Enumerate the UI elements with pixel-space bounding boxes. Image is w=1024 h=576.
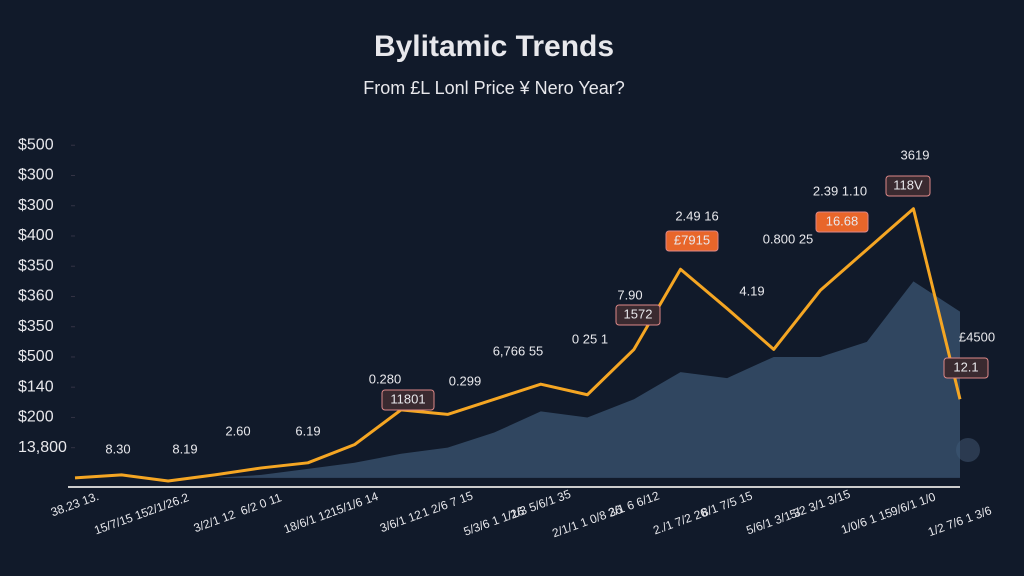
chart-title: Bylitamic Trends — [374, 30, 614, 63]
annotation-box — [943, 357, 989, 379]
x-tick-label: 18/6/1 12 — [282, 506, 334, 536]
x-tick-label: 2/1/26.2 — [145, 490, 191, 518]
annotation: 1572 — [624, 306, 653, 321]
line — [74, 207, 962, 483]
x-tick-label: 1/0/6 1 15 — [839, 505, 894, 537]
annotation-box — [615, 304, 661, 326]
annotation: 4.19 — [739, 283, 764, 298]
x-tick-label: 3/6/1 12 — [378, 507, 424, 535]
x-tick-label: 1/2 7/6 1 3/6 — [926, 503, 994, 539]
annotation: 0.299 — [449, 373, 482, 388]
annotation-box — [381, 389, 435, 411]
annotation: £7915 — [674, 232, 710, 247]
area — [75, 281, 960, 478]
x-tick-label: 15/7/15 15 — [92, 505, 150, 538]
x-tick-label: 2/3 5/6/1 35 — [508, 487, 573, 522]
chart-subtitle: From £L Lonl Price ¥ Nero Year? — [363, 78, 624, 98]
annotation-box — [815, 211, 869, 233]
annotation: 0 25 1 — [572, 331, 608, 346]
y-tick-label: $140 — [18, 378, 54, 395]
annotation: 0.800 25 — [763, 231, 814, 246]
x-tick-label: 8/1 7/5 15 — [699, 488, 754, 520]
annotation: 2.60 — [225, 423, 250, 438]
annotation: 2.49 16 — [675, 208, 718, 223]
annotation-box — [665, 230, 719, 252]
annotation: 8.19 — [172, 441, 197, 456]
x-tick-label: 15/1/6 14 — [328, 489, 380, 519]
x-tick-label: 3/2/1 12 — [192, 507, 238, 535]
logo — [956, 438, 980, 462]
annotation: £4500 — [959, 329, 995, 344]
annotation-box — [885, 175, 931, 197]
x-tick-label: 9/6/1 1/0 — [889, 490, 938, 519]
y-tick-label: 13,800 — [18, 439, 67, 456]
annotation: 8.30 — [105, 441, 130, 456]
x-tick-label: 1 2/6 7 15 — [420, 488, 475, 520]
y-tick-label: $350 — [18, 318, 54, 335]
annotation: 3619 — [901, 147, 930, 162]
y-tick-label: $400 — [18, 227, 54, 244]
x-tick-label: 2/1 6 6/12 — [606, 488, 661, 520]
y-tick-label: $300 — [18, 197, 54, 214]
annotation: 11801 — [390, 391, 425, 406]
y-tick-label: $360 — [18, 288, 54, 305]
x-tick-label: 6/2 0 11 — [239, 490, 284, 518]
y-tick-label: $350 — [18, 257, 54, 274]
annotation: 7.90 — [617, 287, 642, 302]
y-tick-label: $300 — [18, 167, 54, 184]
x-tick-label: 5/2 3/1 3/15 — [788, 487, 853, 522]
annotation: 12.1 — [953, 359, 978, 374]
annotation: 0.280 — [369, 371, 402, 386]
x-tick-label: 38.23 13. — [49, 489, 101, 519]
y-tick-label: $200 — [18, 409, 54, 426]
annotation: 2.39 1.10 — [813, 183, 867, 198]
y-tick-label: $500 — [18, 348, 54, 365]
annotation: 6.19 — [295, 423, 320, 438]
annotation: 16.68 — [826, 213, 859, 228]
annotation: 6,766 55 — [493, 343, 544, 358]
annotation: 118V — [893, 177, 923, 192]
y-tick-label: $500 — [18, 136, 54, 153]
